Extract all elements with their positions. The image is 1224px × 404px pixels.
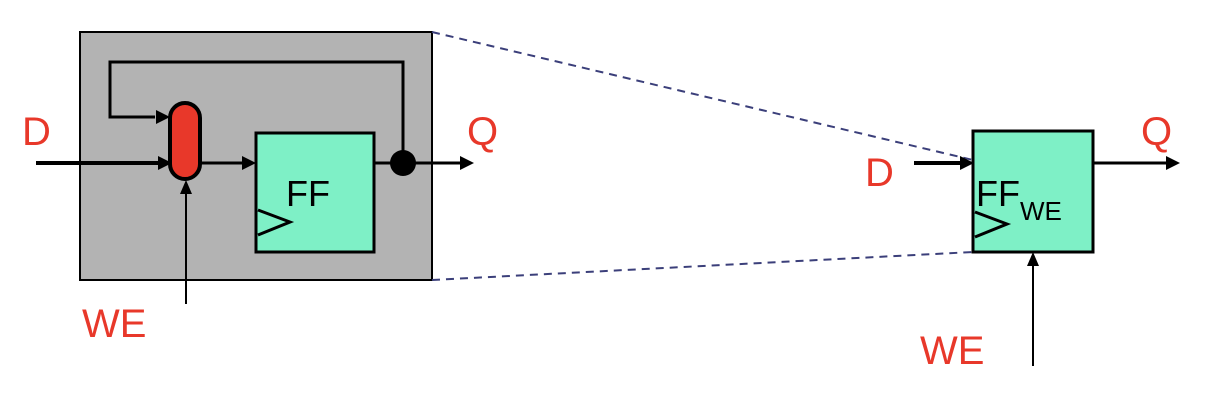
we-arrowhead-right	[1027, 252, 1039, 266]
feedback-arrowhead	[156, 110, 170, 124]
d-label-left: D	[22, 110, 51, 154]
q-label-left: Q	[467, 110, 498, 154]
zoom-line-bottom	[431, 251, 974, 281]
d-label-right: D	[865, 151, 894, 195]
d-input-arrowhead	[158, 156, 172, 170]
ff-label-right-main: FF	[976, 173, 1020, 214]
zoom-line-top	[431, 31, 974, 161]
mux-to-ff-arrowhead	[242, 156, 256, 170]
mux	[168, 101, 202, 181]
ff-label-right-subscript: WE	[1020, 196, 1062, 226]
q-output-arrowhead-right	[1166, 156, 1180, 170]
clock-triangle-right	[974, 210, 1012, 239]
d-input-arrowhead-right	[960, 156, 974, 170]
we-arrowhead-left	[180, 180, 192, 194]
q-label-right: Q	[1141, 110, 1172, 154]
we-label-left: WE	[82, 302, 146, 346]
feedback-wire	[108, 60, 405, 160]
we-label-right: WE	[920, 329, 984, 373]
q-output-arrowhead-left	[460, 156, 474, 170]
ff-label-right: FFWE	[976, 173, 1062, 226]
clock-triangle-left	[257, 208, 295, 237]
ff-block-left	[254, 131, 376, 254]
junction-dot	[390, 150, 416, 176]
ff-label-left: FF	[286, 173, 330, 214]
